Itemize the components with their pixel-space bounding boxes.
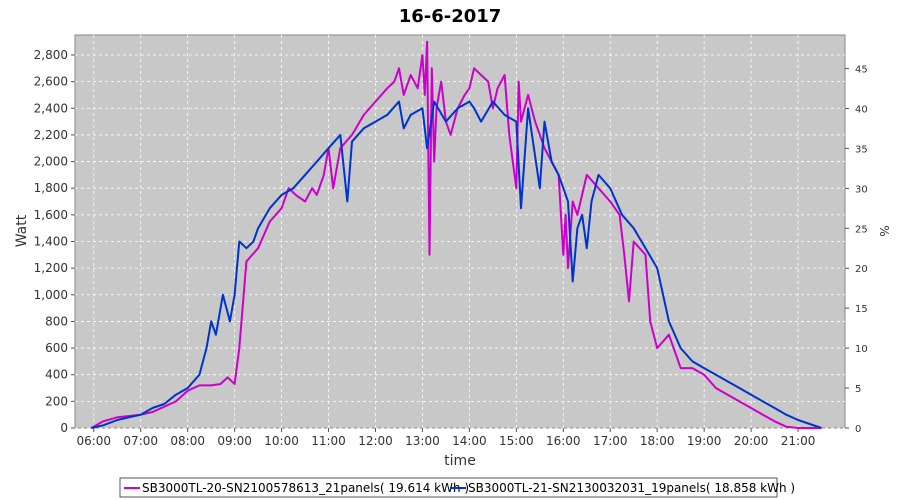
x-tick-label-10: 16:00 [546,434,581,448]
y2-tick-label-3: 15 [855,304,868,315]
x-tick-label-5: 11:00 [311,434,346,448]
y-tick-label-5: 1,000 [34,288,68,302]
legend: SB3000TL-20-SN2100578613_21panels( 19.61… [119,477,795,498]
y2-tick-label-9: 45 [855,65,868,76]
y2-tick-label-6: 30 [855,184,868,195]
y-tick-label-2: 400 [45,368,68,382]
legend-label-1: SB3000TL-21-SN2130032031_19panels( 18.85… [468,481,795,495]
y-tick-label-6: 1,200 [34,261,68,275]
y-tick-label-13: 2,600 [34,75,68,89]
series-line-1 [91,100,822,429]
legend-label-0: SB3000TL-20-SN2100578613_21panels( 19.61… [142,481,469,495]
y-tick-label-14: 2,800 [34,48,68,62]
y2-tick-label-2: 10 [855,344,868,355]
x-axis-ticks: 06:00 07:00 08:00 09:00 10:00 11:00 12:00 13:00… [76,428,815,448]
x-tick-label-9: 15:00 [499,434,534,448]
y-tick-label-0: 0 [60,421,68,435]
y-axis-ticks: 0 200 400 600 800 1,000 1,200 1,400 1,600 1,800 2,… [34,48,75,435]
x-tick-label-12: 18:00 [640,434,675,448]
x-tick-label-8: 14:00 [452,434,487,448]
y2-tick-label-5: 25 [855,224,868,235]
y-tick-label-12: 2,400 [34,101,68,115]
y2-tick-label-7: 35 [855,144,868,155]
x-axis-label: time [444,453,476,469]
y2-axis-ticks: 0 5 10 15 20 25 30 35 40 45 [845,65,868,435]
y-tick-label-1: 200 [45,394,68,408]
y-tick-label-9: 1,800 [34,181,68,195]
y-tick-label-7: 1,400 [34,234,68,248]
y-tick-label-3: 600 [45,341,68,355]
grid-lines [75,35,845,429]
y-tick-label-11: 2,200 [34,128,68,142]
y-tick-label-4: 800 [45,314,68,328]
y2-tick-label-0: 0 [855,424,861,435]
y2-tick-label-8: 40 [855,104,868,115]
plot-area [74,34,846,429]
y2-tick-label-1: 5 [855,384,861,395]
y-axis-label: Watt [14,214,30,247]
x-tick-label-13: 19:00 [687,434,722,448]
x-tick-label-1: 07:00 [123,434,158,448]
x-tick-label-11: 17:00 [593,434,628,448]
x-tick-label-15: 21:00 [781,434,816,448]
x-tick-label-7: 13:00 [405,434,440,448]
x-tick-label-14: 20:00 [734,434,769,448]
series-group [90,40,822,429]
legend-box [119,477,778,498]
y-tick-label-8: 1,600 [34,208,68,222]
y2-tick-label-4: 20 [855,264,868,275]
y-tick-label-10: 2,000 [34,155,68,169]
x-tick-label-0: 06:00 [76,434,111,448]
x-tick-label-4: 10:00 [264,434,299,448]
x-tick-label-2: 08:00 [170,434,205,448]
x-tick-label-6: 12:00 [358,434,393,448]
chart-title: 16-6-2017 [399,6,502,27]
x-tick-label-3: 09:00 [217,434,252,448]
y2-axis-label: % [877,225,891,236]
